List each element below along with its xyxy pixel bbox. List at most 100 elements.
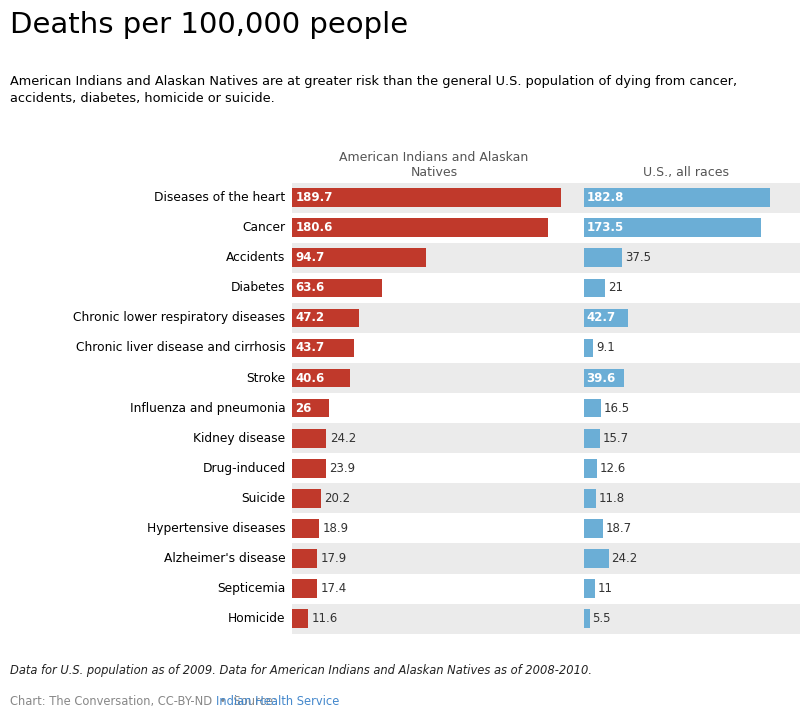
- Bar: [584, 453, 800, 483]
- Bar: [584, 574, 800, 604]
- Text: American Indians and Alaskan Natives are at greater risk than the general U.S. p: American Indians and Alaskan Natives are…: [10, 75, 737, 105]
- Bar: [292, 459, 326, 478]
- Text: 63.6: 63.6: [295, 281, 325, 294]
- Bar: [584, 393, 800, 423]
- Text: 17.4: 17.4: [320, 582, 346, 595]
- Bar: [584, 513, 800, 543]
- Bar: [584, 609, 590, 628]
- Bar: [292, 483, 800, 513]
- Bar: [292, 423, 800, 453]
- Bar: [292, 543, 800, 574]
- Text: 21: 21: [608, 281, 623, 294]
- Text: 173.5: 173.5: [586, 221, 624, 234]
- Bar: [584, 188, 770, 207]
- Bar: [584, 213, 800, 243]
- Bar: [584, 489, 596, 508]
- Bar: [292, 363, 800, 393]
- Bar: [292, 273, 800, 303]
- Bar: [292, 549, 318, 568]
- Bar: [584, 248, 622, 267]
- Text: 37.5: 37.5: [625, 251, 651, 264]
- Text: Influenza and pneumonia: Influenza and pneumonia: [130, 402, 286, 415]
- Bar: [292, 248, 426, 267]
- Text: Suicide: Suicide: [242, 492, 286, 505]
- Bar: [292, 574, 800, 604]
- Text: 12.6: 12.6: [599, 462, 626, 475]
- Text: Kidney disease: Kidney disease: [194, 432, 286, 445]
- Text: 39.6: 39.6: [586, 372, 616, 384]
- Text: Accidents: Accidents: [226, 251, 286, 264]
- Bar: [584, 399, 601, 417]
- Bar: [584, 183, 800, 213]
- Text: Drug-induced: Drug-induced: [202, 462, 286, 475]
- Text: 20.2: 20.2: [324, 492, 350, 505]
- Bar: [292, 609, 309, 628]
- Bar: [292, 489, 321, 508]
- Text: Chronic lower respiratory diseases: Chronic lower respiratory diseases: [74, 311, 286, 324]
- Text: 9.1: 9.1: [596, 342, 614, 354]
- Bar: [584, 549, 609, 568]
- Bar: [292, 339, 354, 357]
- Text: 18.7: 18.7: [606, 522, 632, 535]
- Text: 16.5: 16.5: [603, 402, 630, 415]
- Text: Cancer: Cancer: [242, 221, 286, 234]
- Bar: [292, 399, 329, 417]
- Bar: [292, 429, 326, 448]
- Bar: [584, 273, 800, 303]
- Text: Diabetes: Diabetes: [231, 281, 286, 294]
- Text: 47.2: 47.2: [295, 311, 325, 324]
- Bar: [292, 393, 800, 423]
- Text: Stroke: Stroke: [246, 372, 286, 384]
- Bar: [584, 309, 627, 327]
- Bar: [584, 339, 594, 357]
- Text: Alzheimer's disease: Alzheimer's disease: [164, 552, 286, 565]
- Bar: [584, 303, 800, 333]
- Bar: [584, 579, 595, 598]
- Text: U.S., all races: U.S., all races: [643, 166, 729, 179]
- Text: Deaths per 100,000 people: Deaths per 100,000 people: [10, 11, 408, 39]
- Text: Chart: The Conversation, CC-BY-ND  •  Source:: Chart: The Conversation, CC-BY-ND • Sour…: [10, 695, 280, 707]
- Bar: [292, 579, 317, 598]
- Bar: [292, 279, 382, 297]
- Text: Indian Health Service: Indian Health Service: [216, 695, 339, 707]
- Text: 182.8: 182.8: [586, 191, 624, 204]
- Text: Septicemia: Septicemia: [218, 582, 286, 595]
- Text: 11.8: 11.8: [598, 492, 625, 505]
- Bar: [584, 423, 800, 453]
- Text: 11: 11: [598, 582, 613, 595]
- Bar: [292, 453, 800, 483]
- Bar: [292, 513, 800, 543]
- Text: 17.9: 17.9: [321, 552, 347, 565]
- Bar: [584, 363, 800, 393]
- Text: Chronic liver disease and cirrhosis: Chronic liver disease and cirrhosis: [76, 342, 286, 354]
- Bar: [584, 483, 800, 513]
- Text: 43.7: 43.7: [295, 342, 325, 354]
- Text: 15.7: 15.7: [602, 432, 629, 445]
- Text: 26: 26: [295, 402, 312, 415]
- Bar: [292, 183, 800, 213]
- Bar: [292, 519, 319, 538]
- Bar: [292, 243, 800, 273]
- Text: 189.7: 189.7: [295, 191, 333, 204]
- Bar: [584, 243, 800, 273]
- Text: Homicide: Homicide: [228, 612, 286, 625]
- Bar: [584, 369, 624, 387]
- Bar: [292, 369, 350, 387]
- Bar: [292, 604, 800, 634]
- Bar: [292, 188, 562, 207]
- Bar: [292, 333, 800, 363]
- Text: 24.2: 24.2: [330, 432, 356, 445]
- Bar: [584, 543, 800, 574]
- Text: American Indians and Alaskan
Natives: American Indians and Alaskan Natives: [339, 151, 529, 179]
- Bar: [292, 218, 549, 237]
- Bar: [292, 213, 800, 243]
- Text: 23.9: 23.9: [330, 462, 356, 475]
- Text: Diseases of the heart: Diseases of the heart: [154, 191, 286, 204]
- Text: 11.6: 11.6: [312, 612, 338, 625]
- Bar: [584, 333, 800, 363]
- Bar: [584, 604, 800, 634]
- Bar: [584, 429, 600, 448]
- Bar: [584, 459, 597, 478]
- Bar: [584, 279, 606, 297]
- Text: 40.6: 40.6: [295, 372, 325, 384]
